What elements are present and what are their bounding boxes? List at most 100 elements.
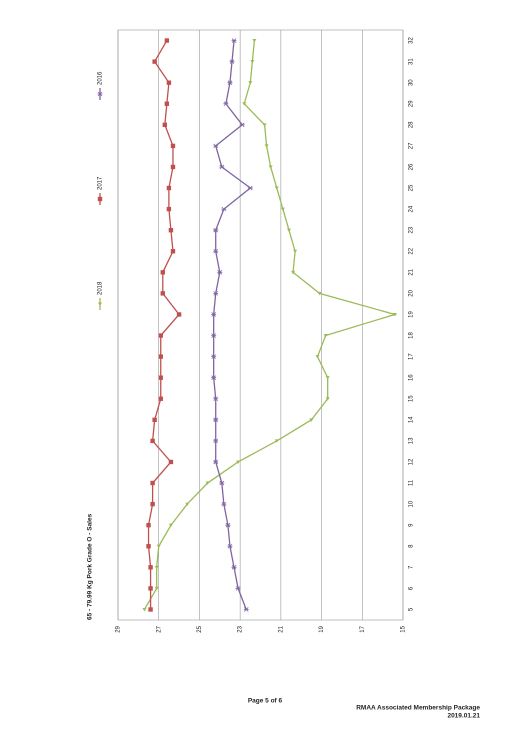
marker	[227, 80, 233, 85]
marker	[168, 227, 174, 233]
marker	[274, 186, 279, 191]
x-tick-label: 13	[409, 437, 415, 444]
x-tick-label: 21	[409, 268, 415, 275]
marker	[213, 291, 219, 296]
series-line	[213, 40, 252, 610]
y-tick-label: 25	[197, 625, 203, 632]
marker	[223, 101, 229, 107]
legend-label: 2017	[98, 176, 104, 190]
x-tick-label: 6	[409, 586, 415, 590]
marker	[293, 249, 298, 254]
marker	[170, 143, 176, 149]
marker	[213, 248, 219, 254]
marker	[168, 523, 173, 528]
x-tick-label: 14	[409, 416, 415, 423]
package-name: RMAA Associated Membership Package	[356, 705, 480, 712]
marker	[158, 396, 163, 401]
rotated-chart: 65 - 79.99 Kg Pork Grade O - Sales 15 17 1…	[87, 29, 415, 633]
series-line	[143, 40, 398, 610]
marker	[221, 501, 227, 507]
y-tick-label: 15	[401, 625, 407, 632]
marker	[164, 101, 170, 106]
marker	[323, 334, 328, 338]
marker	[156, 544, 161, 549]
page-number: Page 5 of 6	[248, 698, 283, 705]
marker	[164, 38, 170, 43]
marker	[170, 249, 176, 254]
marker	[217, 270, 223, 275]
x-tick-label: 29	[409, 100, 415, 107]
marker	[262, 123, 267, 127]
y-tick-label: 17	[360, 625, 366, 632]
marker	[287, 228, 291, 233]
y-tick-label: 27	[156, 625, 162, 632]
marker	[213, 143, 219, 149]
marker	[229, 59, 235, 64]
marker	[268, 165, 273, 169]
x-tick-label: 27	[409, 142, 415, 149]
marker	[231, 38, 237, 43]
marker	[235, 586, 241, 591]
marker	[225, 522, 231, 528]
x-tick-label: 30	[409, 79, 415, 86]
legend-label: 2018	[98, 281, 104, 295]
x-tick-label: 19	[409, 310, 415, 317]
marker	[211, 312, 217, 317]
marker	[142, 607, 147, 612]
marker	[152, 417, 157, 423]
x-tick-label: 8	[409, 544, 415, 548]
marker	[317, 291, 322, 296]
marker	[146, 522, 151, 528]
marker	[166, 206, 172, 212]
legend-marker	[98, 302, 102, 306]
legend-label: 2016	[98, 71, 104, 85]
marker	[168, 459, 174, 465]
marker	[213, 417, 219, 423]
x-tick-label: 7	[409, 565, 415, 569]
marker	[150, 438, 155, 444]
x-tick-label: 11	[409, 479, 415, 486]
marker	[154, 565, 159, 570]
marker	[185, 502, 190, 507]
marker	[242, 102, 247, 106]
marker	[243, 607, 249, 612]
marker	[264, 144, 269, 148]
y-tick-label: 19	[319, 625, 325, 632]
marker	[211, 333, 217, 338]
marker	[166, 185, 172, 191]
marker	[221, 206, 227, 212]
marker	[154, 586, 159, 591]
marker	[160, 270, 165, 275]
y-tick-label: 29	[116, 625, 122, 632]
x-tick-label: 12	[409, 458, 415, 465]
marker	[162, 122, 168, 128]
marker	[252, 39, 257, 43]
marker	[231, 565, 237, 570]
y-tick-label: 21	[278, 625, 284, 632]
marker	[291, 270, 296, 275]
x-tick-label: 24	[409, 205, 415, 212]
marker	[250, 60, 255, 64]
marker	[248, 81, 253, 85]
marker	[205, 481, 210, 486]
x-tick-label: 20	[409, 289, 415, 296]
legend-marker	[97, 196, 103, 202]
series-line	[147, 40, 180, 610]
x-tick-label: 32	[409, 37, 415, 44]
marker	[148, 586, 153, 591]
marker	[150, 501, 155, 507]
x-tick-label: 22	[409, 247, 415, 254]
marker	[219, 480, 225, 486]
marker	[211, 375, 217, 380]
marker	[392, 312, 397, 317]
marker	[160, 291, 165, 296]
x-tick-label: 31	[409, 58, 415, 65]
x-tick-label: 10	[409, 500, 415, 507]
x-tick-label: 5	[409, 607, 415, 611]
marker	[158, 354, 163, 359]
marker	[166, 80, 172, 85]
x-tick-label: 15	[409, 395, 415, 402]
marker	[170, 164, 176, 170]
marker	[274, 439, 279, 443]
